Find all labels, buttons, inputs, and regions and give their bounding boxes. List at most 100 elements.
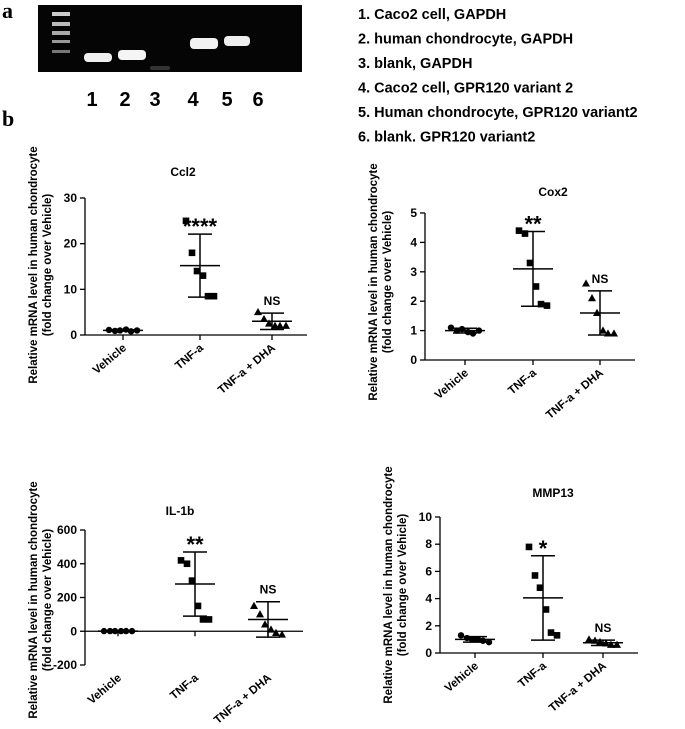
- significance-label: NS: [592, 272, 609, 286]
- significance-label: ****: [183, 214, 218, 239]
- data-point: [521, 230, 529, 237]
- data-point: [193, 267, 201, 275]
- chart-title: Ccl2: [170, 165, 196, 179]
- data-point: [526, 259, 534, 267]
- significance-label: **: [524, 212, 542, 237]
- data-point: [613, 640, 621, 648]
- lane-label: 4: [187, 89, 199, 111]
- data-point: [458, 325, 466, 333]
- y-tick-label: 400: [57, 557, 77, 571]
- error-bar: [531, 555, 555, 641]
- data-point: [188, 249, 196, 257]
- data-point: [256, 610, 264, 618]
- chart-title: MMP13: [532, 486, 574, 500]
- legend-item: 5. Human chondrocyte, GPR120 variant2: [358, 105, 638, 121]
- x-tick-label: Vehicle: [86, 672, 124, 707]
- data-point: [537, 300, 545, 308]
- error-bar: [260, 312, 284, 331]
- x-tick-label: Vehicle: [433, 367, 471, 402]
- y-tick-label: 3: [410, 265, 417, 279]
- x-tick-label: TNF-a: [173, 342, 206, 373]
- y-axis-label: Relative mRNA level in human chondrocyte: [28, 481, 40, 718]
- y-tick-label: 8: [425, 537, 432, 551]
- gel-image: [38, 5, 302, 72]
- y-tick-label: 2: [410, 294, 417, 308]
- data-point: [515, 227, 523, 234]
- y-tick-label: 30: [64, 191, 78, 205]
- data-point: [205, 616, 213, 623]
- legend-item: 2. human chondrocyte, GAPDH: [358, 32, 573, 48]
- error-bar: [463, 635, 487, 643]
- y-axis-label: (fold change over Vehicle): [42, 529, 54, 672]
- data-point: [536, 584, 544, 592]
- data-point: [188, 577, 196, 584]
- legend-item: 4. Caco2 cell, GPR120 variant 2: [358, 81, 573, 97]
- x-tick-label: TNF-a: [168, 672, 201, 703]
- y-tick-label: 10: [419, 510, 433, 524]
- data-point: [553, 632, 561, 639]
- data-point: [532, 283, 540, 290]
- y-tick-label: 200: [57, 591, 77, 605]
- x-tick-label: TNF-a + DHA: [544, 367, 606, 422]
- error-bar: [183, 551, 207, 617]
- data-point: [276, 321, 284, 329]
- significance-label: NS: [595, 621, 612, 635]
- y-tick-label: -200: [53, 658, 77, 672]
- x-tick-label: TNF-a: [516, 660, 549, 691]
- y-axis-label: Relative mRNA level in human chondrocyte: [28, 146, 40, 383]
- y-axis-label: Relative mRNA level in human chondrocyte: [368, 163, 380, 400]
- y-tick-label: 2: [425, 619, 432, 633]
- lane-label: 5: [221, 89, 232, 111]
- error-bar: [106, 629, 130, 633]
- data-point: [261, 620, 269, 628]
- error-bar: [188, 233, 212, 298]
- error-bar: [591, 639, 615, 647]
- data-point: [582, 279, 590, 287]
- error-bar: [111, 328, 135, 332]
- data-point: [525, 543, 533, 551]
- data-point: [199, 272, 207, 279]
- y-tick-label: 10: [64, 282, 78, 296]
- legend-item: 3. blank, GAPDH: [358, 56, 472, 72]
- y-tick-label: 0: [410, 353, 417, 367]
- error-bar: [256, 600, 280, 638]
- y-axis-label: (fold change over Vehicle): [42, 194, 54, 337]
- error-bar: [453, 327, 477, 334]
- data-point: [485, 638, 493, 646]
- data-point: [479, 637, 487, 644]
- y-axis-label: (fold change over Vehicle): [397, 514, 409, 657]
- data-point: [282, 321, 290, 329]
- data-point: [457, 632, 465, 639]
- lane-label: 1: [86, 89, 97, 111]
- data-point: [278, 630, 286, 638]
- lane-label: 3: [149, 89, 160, 111]
- data-point: [260, 314, 268, 323]
- data-point: [250, 601, 258, 609]
- panel-label: a: [2, 0, 13, 23]
- y-tick-label: 0: [70, 624, 77, 638]
- y-tick-label: 600: [57, 523, 77, 537]
- data-point: [547, 629, 555, 636]
- lane-label: 6: [252, 89, 263, 111]
- data-point: [183, 560, 191, 568]
- x-tick-label: Vehicle: [91, 342, 129, 377]
- data-point: [254, 307, 262, 316]
- x-tick-label: TNF-a + DHA: [216, 342, 278, 397]
- y-tick-label: 1: [410, 324, 417, 338]
- data-point: [585, 635, 593, 643]
- y-tick-label: 4: [425, 592, 432, 606]
- y-tick-label: 20: [64, 237, 78, 251]
- legend-item: 6. blank. GPR120 variant2: [358, 130, 535, 146]
- y-tick-label: 0: [70, 328, 77, 342]
- data-point: [177, 557, 185, 564]
- x-tick-label: TNF-a + DHA: [547, 660, 609, 715]
- legend-item: 1. Caco2 cell, GAPDH: [358, 7, 506, 23]
- y-tick-label: 0: [425, 646, 432, 660]
- lane-label: 2: [119, 89, 130, 111]
- x-tick-label: TNF-a + DHA: [212, 672, 274, 727]
- chart-title: IL-1b: [166, 504, 195, 518]
- data-point: [267, 625, 275, 633]
- data-point: [182, 217, 190, 225]
- data-point: [265, 319, 273, 327]
- panel-label: b: [2, 106, 14, 131]
